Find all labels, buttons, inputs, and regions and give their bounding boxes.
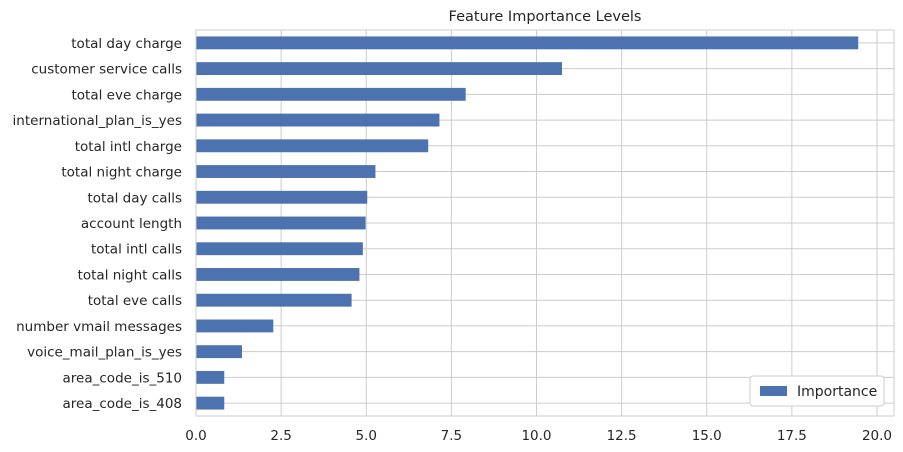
legend-box — [749, 375, 885, 407]
bar — [196, 190, 368, 204]
y-axis-labels: total day charge customer service calls to… — [13, 36, 182, 412]
bar — [196, 216, 366, 230]
y-tick-label: area_code_is_510 — [63, 370, 182, 386]
y-tick-label: total intl charge — [75, 139, 182, 155]
y-tick-label: voice_mail_plan_is_yes — [27, 345, 182, 361]
x-tick-label: 20.0 — [862, 428, 892, 444]
bar — [196, 87, 466, 101]
y-tick-label: total day calls — [87, 190, 182, 206]
bar — [196, 319, 274, 333]
bar — [196, 113, 440, 127]
bars — [196, 36, 859, 410]
y-tick-label: total night charge — [61, 165, 182, 181]
bar — [196, 242, 363, 256]
bar — [196, 293, 352, 307]
x-tick-label: 17.5 — [777, 428, 807, 444]
bar — [196, 268, 360, 281]
x-tick-label: 10.0 — [521, 428, 551, 444]
bar — [196, 36, 859, 50]
y-tick-label: total eve charge — [72, 87, 183, 103]
x-tick-label: 5.0 — [356, 428, 377, 444]
y-tick-label: international_plan_is_yes — [13, 113, 182, 129]
chart-title: Feature Importance Levels — [449, 9, 642, 25]
y-tick-label: total eve calls — [88, 293, 182, 309]
y-tick-label: area_code_is_408 — [63, 396, 182, 412]
y-tick-label: total night calls — [78, 267, 182, 283]
bar — [196, 345, 242, 359]
legend-swatch — [760, 386, 787, 396]
x-tick-label: 2.5 — [270, 428, 291, 444]
x-tick-label: 12.5 — [607, 428, 637, 444]
legend: Importance — [749, 375, 885, 407]
plot-frame — [195, 29, 895, 417]
bar — [196, 139, 429, 153]
y-tick-label: number vmail messages — [16, 319, 182, 335]
bar — [196, 62, 563, 76]
x-tick-label: 0.0 — [185, 428, 206, 444]
bar — [196, 396, 225, 410]
y-tick-label: total day charge — [71, 36, 182, 52]
x-tick-label: 15.0 — [692, 428, 722, 444]
bar — [196, 370, 225, 384]
y-tick-label: customer service calls — [31, 62, 182, 78]
y-tick-label: account length — [81, 216, 182, 232]
x-tick-label: 7.5 — [441, 428, 462, 444]
x-axis-labels: 0.0 2.5 5.0 7.5 10.0 12.5 15.0 17.5 20.0 — [185, 428, 892, 444]
y-tick-label: total intl calls — [91, 242, 182, 258]
bar — [196, 165, 376, 178]
legend-label: Importance — [797, 384, 877, 400]
